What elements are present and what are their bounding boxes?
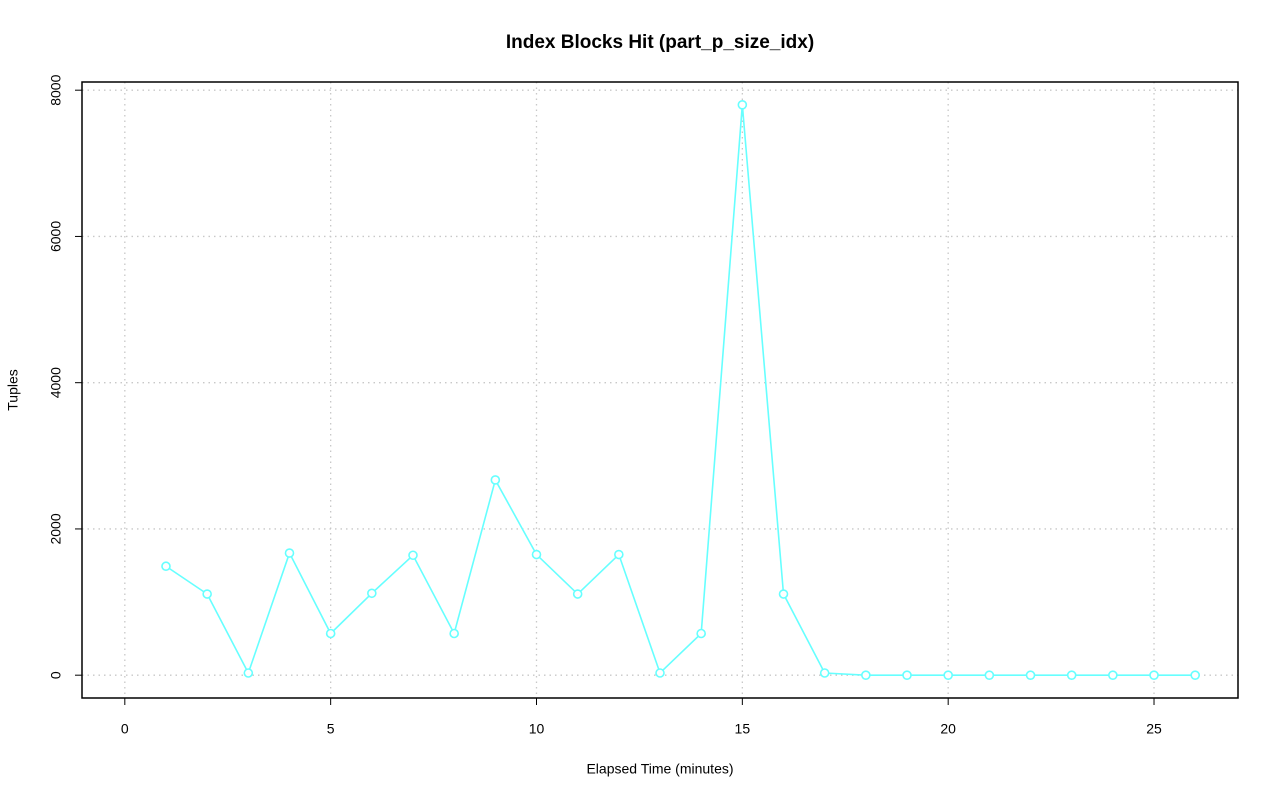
data-point bbox=[1066, 670, 1077, 680]
data-point bbox=[984, 670, 995, 680]
data-point bbox=[1108, 670, 1118, 680]
x-tick-label: 0 bbox=[121, 721, 129, 737]
chart-title: Index Blocks Hit (part_p_size_idx) bbox=[506, 32, 814, 53]
data-point bbox=[531, 549, 542, 560]
x-axis-label: Elapsed Time (minutes) bbox=[586, 761, 733, 777]
x-tick-label: 15 bbox=[735, 721, 751, 737]
y-tick-label: 8000 bbox=[48, 74, 64, 105]
y-tick-label: 2000 bbox=[48, 513, 64, 544]
data-point bbox=[1025, 670, 1036, 680]
y-tick-label: 4000 bbox=[48, 367, 64, 398]
data-point bbox=[490, 475, 501, 485]
data-point bbox=[819, 668, 830, 678]
data-point bbox=[902, 670, 912, 680]
data-point bbox=[943, 670, 953, 680]
data-point bbox=[408, 550, 418, 561]
y-tick-label: 6000 bbox=[48, 221, 64, 252]
data-point bbox=[696, 628, 706, 639]
x-tick-label: 25 bbox=[1146, 721, 1162, 737]
grid bbox=[82, 82, 1238, 698]
y-axis-label: Tuples bbox=[5, 369, 21, 411]
data-point bbox=[161, 561, 171, 572]
x-tick-label: 5 bbox=[327, 721, 335, 737]
data-point bbox=[325, 628, 336, 639]
data-point bbox=[737, 100, 748, 110]
data-point bbox=[655, 668, 665, 678]
y-tick-label: 0 bbox=[48, 671, 64, 679]
plot-area bbox=[161, 100, 1200, 680]
data-point bbox=[367, 588, 377, 599]
data-point bbox=[202, 589, 212, 599]
plot-frame bbox=[81, 81, 1239, 699]
data-point bbox=[572, 589, 583, 599]
x-tick-label: 10 bbox=[529, 721, 545, 737]
data-point bbox=[284, 548, 295, 558]
data-line bbox=[165, 104, 1196, 676]
data-point bbox=[1149, 670, 1159, 680]
data-point bbox=[861, 670, 871, 680]
x-tick-label: 20 bbox=[940, 721, 956, 737]
data-point bbox=[449, 628, 459, 639]
data-point bbox=[243, 668, 254, 678]
data-point bbox=[1190, 670, 1200, 680]
data-point bbox=[614, 549, 624, 560]
data-point bbox=[778, 589, 789, 599]
